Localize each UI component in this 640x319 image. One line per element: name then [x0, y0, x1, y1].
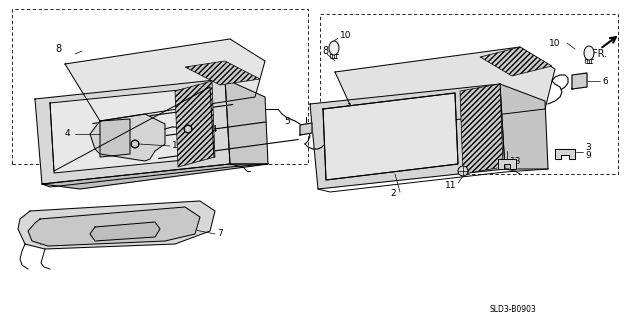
Circle shape: [131, 140, 139, 148]
Polygon shape: [42, 164, 268, 189]
Text: SLD3-B0903: SLD3-B0903: [490, 305, 537, 314]
Text: 6: 6: [602, 77, 608, 85]
Polygon shape: [100, 119, 130, 157]
Polygon shape: [18, 201, 215, 249]
Text: 11: 11: [445, 181, 456, 189]
Polygon shape: [500, 84, 548, 169]
Polygon shape: [90, 114, 165, 161]
Polygon shape: [480, 47, 552, 76]
Text: 5: 5: [284, 117, 290, 127]
Text: 1: 1: [347, 102, 353, 112]
Text: 2: 2: [390, 189, 396, 198]
Text: 8: 8: [322, 46, 328, 56]
Polygon shape: [323, 93, 458, 180]
Polygon shape: [300, 123, 312, 135]
Polygon shape: [498, 159, 516, 169]
Text: 14: 14: [207, 124, 218, 133]
Polygon shape: [335, 47, 555, 131]
Text: 4: 4: [65, 130, 70, 138]
Polygon shape: [572, 73, 587, 89]
Polygon shape: [90, 222, 160, 241]
Text: 9: 9: [585, 151, 591, 160]
Circle shape: [184, 125, 192, 133]
Text: 10: 10: [340, 32, 351, 41]
Circle shape: [458, 166, 468, 176]
Polygon shape: [35, 79, 230, 184]
Polygon shape: [50, 87, 214, 173]
Text: 8: 8: [55, 44, 61, 54]
Polygon shape: [65, 39, 265, 121]
Polygon shape: [28, 207, 200, 246]
Polygon shape: [175, 81, 215, 167]
Text: FR.: FR.: [592, 49, 607, 59]
Polygon shape: [555, 149, 575, 159]
Ellipse shape: [584, 46, 594, 60]
Text: 12: 12: [172, 142, 184, 151]
Text: 10: 10: [548, 39, 560, 48]
Text: 3: 3: [585, 144, 591, 152]
Polygon shape: [310, 84, 505, 189]
Text: 7: 7: [217, 229, 223, 239]
Ellipse shape: [329, 41, 339, 55]
Text: 13: 13: [510, 157, 522, 166]
Polygon shape: [460, 84, 503, 174]
Polygon shape: [225, 79, 268, 164]
Polygon shape: [185, 61, 260, 85]
